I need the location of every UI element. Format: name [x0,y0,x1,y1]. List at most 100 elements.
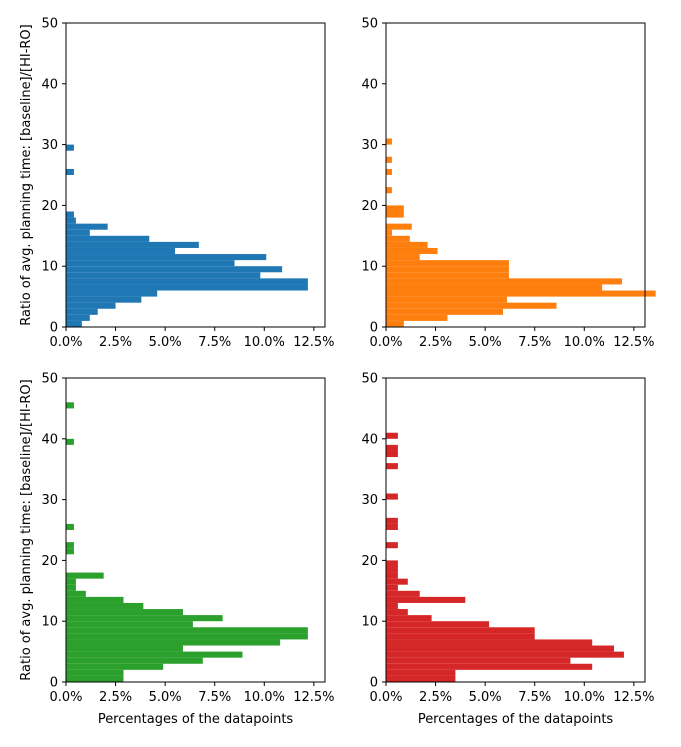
histogram-bar [386,308,503,315]
histogram-bar [386,675,456,682]
panel-top-right: 0.0% 2.5% 5.0% 7.5% 10.0% 12.5% 0 10 20 30 40 50 [361,17,656,350]
histogram-bar [66,675,124,682]
histogram-bar [386,590,420,597]
x-tick-label: 7.5% [198,690,231,705]
y-tick-label: 30 [361,493,378,508]
y-tick-label: 0 [370,321,378,336]
y-tick-label: 40 [361,432,378,447]
histogram-bar [66,302,116,309]
histogram-bar [386,156,392,163]
histogram-bar [66,639,281,646]
histogram-bar [66,254,267,261]
y-tick-label: 0 [50,676,58,691]
histogram-bar [66,284,308,291]
histogram-bar [66,590,86,597]
histogram-bar [386,223,412,230]
histogram-bar [386,621,490,628]
y-tick-label: 40 [41,77,58,92]
histogram-bar [66,278,308,285]
x-tick-label: 7.5% [518,690,551,705]
histogram-bar [386,272,509,279]
histogram-bar [386,296,507,303]
histogram-bar [66,235,150,242]
x-tick-label: 2.5% [419,335,452,350]
histogram-bar [386,651,624,658]
histogram-bar [66,211,74,218]
histogram-bar [66,621,193,628]
y-tick-label: 50 [361,17,378,32]
histogram-bar [66,272,261,279]
histogram-bar [66,542,74,549]
histogram-bar [386,314,448,321]
histogram-bar [386,615,432,622]
y-tick-label: 30 [361,138,378,153]
histogram-bar [386,657,571,664]
x-tick-label: 5.0% [149,690,182,705]
histogram-bar [66,609,183,616]
histogram-bar [66,168,74,175]
x-axis-label: Percentages of the datapoints [418,712,614,727]
histogram-bar [66,651,243,658]
panel-bottom-right: 0.0% 2.5% 5.0% 7.5% 10.0% 12.5% 0 10 20 30 40 50 Per… [361,372,654,728]
y-axis-label: Ratio of avg. planning time: [baseline]/… [19,379,34,680]
y-tick-label: 50 [361,372,378,387]
histogram-bar [386,639,593,646]
histogram-bar [386,669,456,676]
x-tick-label: 5.0% [469,335,502,350]
histogram-bar [386,444,398,451]
histogram-bar [66,572,104,579]
x-tick-label: 12.5% [293,335,334,350]
histogram-bar [66,602,144,610]
histogram-bar [66,314,90,321]
histogram-bar [386,241,428,248]
x-tick-label: 2.5% [99,690,132,705]
y-tick-label: 20 [41,554,58,569]
histogram-bar [66,548,74,555]
histogram-bar [386,523,398,530]
histogram-bar [386,493,398,500]
y-tick-label: 30 [41,138,58,153]
histogram-bar [66,217,76,224]
x-tick-label: 0.0% [49,335,82,350]
histogram-bar [66,669,124,676]
histogram-bar [66,223,108,230]
histogram-bar [66,438,74,445]
x-tick-label: 0.0% [49,690,82,705]
histogram-bar [386,290,656,297]
x-tick-label: 12.5% [613,335,654,350]
histogram-bar [386,229,392,236]
histogram-bar [386,211,404,218]
histogram-bar [386,596,466,603]
histogram-bar [386,187,392,194]
y-tick-label: 20 [361,554,378,569]
histogram-bar [386,247,438,255]
x-tick-label: 12.5% [293,690,334,705]
axes-frame [385,377,646,683]
histogram-bar [386,302,557,309]
y-tick-label: 10 [41,260,58,275]
histogram-bar [386,517,398,524]
histogram-bar [386,566,398,573]
y-tick-label: 10 [361,615,378,630]
histogram-bar [66,144,74,151]
histogram-bar [66,627,308,634]
x-tick-label: 7.5% [518,335,551,350]
histogram-bar [66,247,176,255]
x-tick-label: 0.0% [369,690,402,705]
histogram-bar [66,615,223,622]
x-tick-label: 2.5% [419,690,452,705]
y-tick-label: 40 [361,77,378,92]
histogram-bar [386,432,398,439]
histogram-bar [66,402,74,409]
histogram-bar [386,260,509,267]
y-tick-label: 0 [370,676,378,691]
y-tick-label: 10 [361,260,378,275]
histogram-bar [386,578,408,585]
histogram-bar [66,290,158,297]
y-tick-label: 40 [41,432,58,447]
histogram-bar [66,584,76,591]
histogram-bar [386,168,392,175]
histogram-bar [386,205,404,212]
histogram-bar [66,645,183,652]
